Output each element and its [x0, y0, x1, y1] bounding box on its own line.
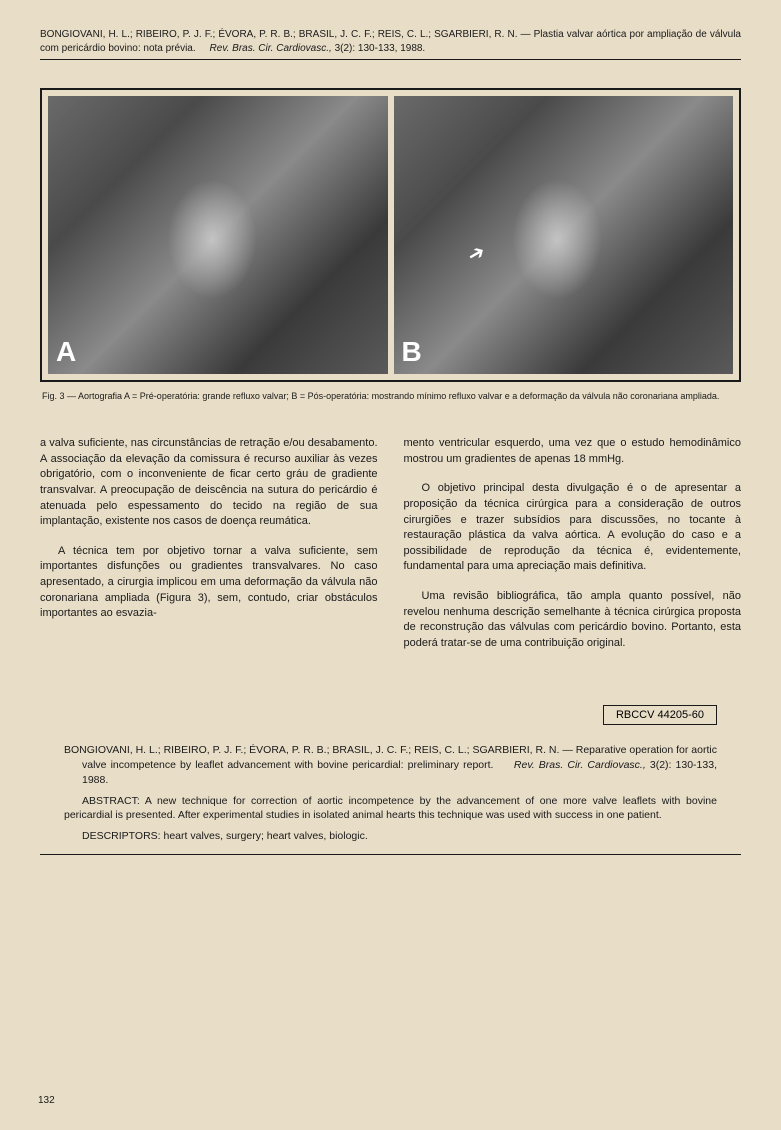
- header-journal: Rev. Bras. Cir. Cardiovasc.,: [210, 43, 332, 54]
- abstract-rule-bottom: [40, 854, 741, 855]
- abstract-section: RBCCV 44205-60 BONGIOVANI, H. L.; RIBEIR…: [40, 705, 741, 854]
- header-rule: [40, 59, 741, 60]
- body-columns: a valva suficiente, nas circunstâncias d…: [40, 436, 741, 665]
- page-number: 132: [38, 1095, 55, 1106]
- left-p2: A técnica tem por objetivo tornar a valv…: [40, 544, 378, 622]
- abstract-text: A new technique for correction of aortic…: [64, 795, 717, 822]
- descriptors-label: DESCRIPTORS:: [82, 830, 161, 842]
- rbccv-box: RBCCV 44205-60: [603, 705, 717, 725]
- panel-a-label: A: [56, 336, 76, 368]
- abstract-label: ABSTRACT:: [82, 795, 140, 807]
- abstract-body: ABSTRACT: A new technique for correction…: [64, 794, 717, 823]
- header-ref: 3(2): 130-133, 1988.: [335, 43, 426, 54]
- left-p1: a valva suficiente, nas circunstâncias d…: [40, 436, 378, 530]
- figure-panel-a: A: [48, 96, 388, 374]
- panel-b-label: B: [402, 336, 422, 368]
- right-column: mento ventricular esquerdo, uma vez que …: [404, 436, 742, 665]
- descriptors-text: heart valves, surgery; heart valves, bio…: [164, 830, 368, 842]
- abstract-content: BONGIOVANI, H. L.; RIBEIRO, P. J. F.; ÉV…: [40, 743, 741, 843]
- abstract-citation: BONGIOVANI, H. L.; RIBEIRO, P. J. F.; ÉV…: [64, 743, 717, 787]
- right-p2: O objetivo principal desta divulgação é …: [404, 481, 742, 575]
- right-p1: mento ventricular esquerdo, uma vez que …: [404, 436, 742, 467]
- descriptors: DESCRIPTORS: heart valves, surgery; hear…: [64, 829, 717, 844]
- left-column: a valva suficiente, nas circunstâncias d…: [40, 436, 378, 665]
- figure-panel-b: ➔ B: [394, 96, 734, 374]
- figure-caption: Fig. 3 — Aortografia A = Pré-operatória:…: [40, 390, 741, 402]
- figure-box: A ➔ B: [40, 88, 741, 382]
- header-citation: BONGIOVANI, H. L.; RIBEIRO, P. J. F.; ÉV…: [40, 28, 741, 55]
- figure-images: A ➔ B: [48, 96, 733, 374]
- arrow-icon: ➔: [463, 238, 490, 268]
- right-p3: Uma revisão bibliográfica, tão ampla qua…: [404, 589, 742, 651]
- abstract-journal: Rev. Bras. Cir. Cardiovasc.,: [514, 759, 646, 771]
